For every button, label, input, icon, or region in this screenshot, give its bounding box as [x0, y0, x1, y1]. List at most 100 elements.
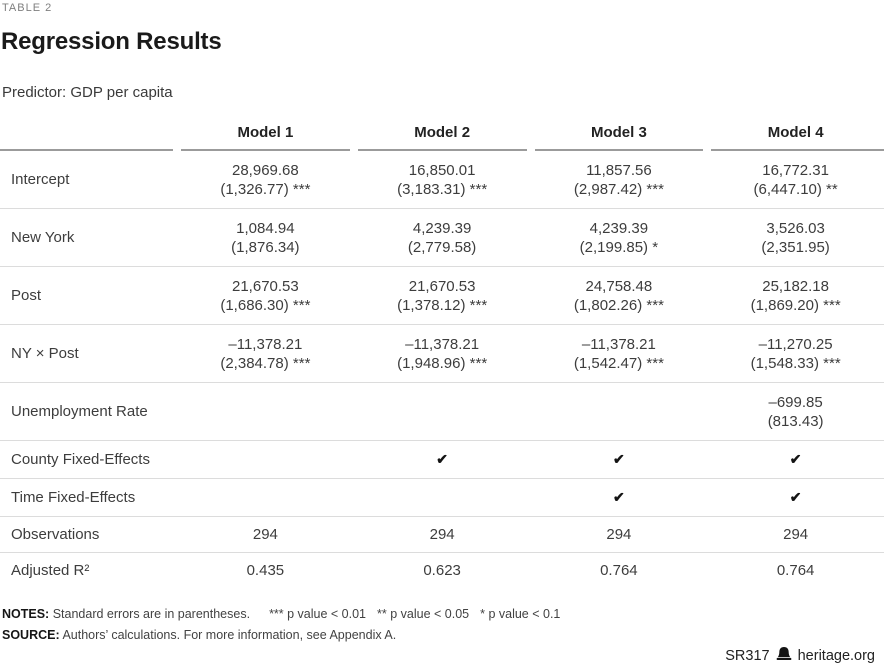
row-label: Adjusted R²: [11, 562, 90, 579]
estimate-value: 16,850.01: [408, 161, 476, 179]
row-label: New York: [0, 208, 177, 267]
table-cell-model-4: –699.85 (813.43): [707, 382, 884, 441]
estimate-value: –11,378.21: [581, 335, 656, 353]
table-cell-model-3: ✔: [530, 478, 708, 517]
row-label: County Fixed-Effects: [0, 440, 177, 479]
standard-error-value: (813.43): [767, 412, 824, 430]
table-cell-model-3: 0.764: [600, 562, 638, 579]
table-cell-model-3: 294: [530, 516, 708, 553]
table-cell-model-2: [353, 478, 531, 517]
liberty-bell-icon: [776, 646, 792, 665]
standard-error-value: (1,548.33) ***: [750, 354, 841, 372]
column-header-model-3: Model 3: [531, 113, 708, 151]
table-cell-model-4: ✔: [707, 440, 884, 479]
report-id: SR317: [725, 647, 770, 664]
table-row: Intercept 28,969.68 (1,326.77) *** 16,850.0…: [0, 151, 884, 209]
estimate-value: –11,270.25: [758, 335, 833, 353]
table-row: Unemployment Rate –699.85 (813.43): [0, 382, 884, 441]
table-cell-model-1: 1,084.94 (1,876.34): [177, 208, 354, 267]
table-cell-model-1: [177, 382, 354, 441]
estimate-value: 3,526.03: [766, 219, 825, 237]
table-row: Post 21,670.53 (1,686.30) *** 21,670.53 (1,3…: [0, 266, 884, 325]
estimate-value: –11,378.21: [405, 335, 480, 353]
table-cell-model-2: 0.623: [423, 562, 461, 579]
table-cell-model-2: 294: [353, 516, 531, 553]
table-cell-model-1: 0.435: [246, 562, 285, 579]
table-cell-model-3: –11,378.21 (1,542.47) ***: [530, 324, 708, 383]
table-cell-model-2: 16,850.01 (3,183.31) ***: [353, 151, 531, 209]
table-cell-model-2: [353, 382, 531, 441]
column-header-model-4: Model 4: [707, 113, 884, 151]
notes-label: NOTES:: [2, 607, 50, 621]
standard-error-value: (3,183.31) ***: [397, 180, 488, 198]
notes-segments: Standard errors are in parentheses. *** p…: [53, 607, 572, 621]
regression-results-table: Model 1 Model 2 Model 3 Model 4 Intercep…: [0, 113, 884, 588]
notes-block: NOTES: Standard errors are in parenthese…: [2, 604, 884, 646]
row-label: Time Fixed-Effects: [0, 478, 177, 517]
table-cell-model-1: [177, 478, 354, 517]
table-cell-model-1: 21,670.53 (1,686.30) ***: [177, 266, 354, 325]
estimate-value: 21,670.53: [408, 277, 476, 295]
standard-error-value: (6,447.10) **: [753, 180, 838, 198]
table-cell-model-4: –11,270.25 (1,548.33) ***: [707, 324, 884, 383]
estimate-value: 21,670.53: [232, 277, 299, 295]
notes-line: NOTES: Standard errors are in parenthese…: [2, 604, 884, 625]
table-header-row: Model 1 Model 2 Model 3 Model 4: [0, 113, 884, 151]
checkmark-icon: ✔: [789, 451, 802, 467]
estimate-value: 16,772.31: [762, 161, 829, 179]
table-cell-model-3: 4,239.39 (2,199.85) *: [530, 208, 708, 267]
table-row: Observations 294 294 294 294: [0, 516, 884, 553]
notes-segment: ** p value < 0.05: [377, 607, 470, 621]
table-cell-model-1: 294: [177, 516, 354, 553]
row-label: Post: [0, 266, 177, 325]
page-title: Regression Results: [1, 28, 222, 55]
checkmark-icon: ✔: [613, 451, 625, 467]
estimate-value: 24,758.48: [585, 277, 653, 295]
standard-error-value: (2,987.42) ***: [573, 180, 664, 198]
notes-segment: *** p value < 0.01: [269, 607, 367, 621]
table-cell-model-2: ✔: [353, 440, 531, 479]
row-label: Unemployment Rate: [0, 382, 177, 441]
estimate-value: 4,239.39: [589, 219, 649, 237]
table-cell-model-4: 0.764: [776, 562, 815, 579]
estimate-value: 11,857.56: [586, 161, 652, 179]
standard-error-value: (2,384.78) ***: [220, 354, 311, 372]
standard-error-value: (1,326.77) ***: [220, 180, 311, 198]
source-label: SOURCE:: [2, 628, 60, 642]
estimate-value: 28,969.68: [232, 161, 299, 179]
checkmark-icon: ✔: [613, 489, 625, 505]
source-text: Authors’ calculations. For more informat…: [62, 628, 397, 642]
source-line: SOURCE: Authors’ calculations. For more …: [2, 625, 884, 646]
table-body: Intercept 28,969.68 (1,326.77) *** 16,850.0…: [0, 151, 884, 588]
table-cell-model-4: 16,772.31 (6,447.10) **: [707, 151, 884, 209]
estimate-value: 1,084.94: [236, 219, 295, 237]
standard-error-value: (2,351.95): [761, 238, 830, 256]
table-cell-model-3: [530, 382, 708, 441]
report-footer: SR317 heritage.org: [725, 646, 875, 665]
table-cell-model-2: 21,670.53 (1,378.12) ***: [353, 266, 531, 325]
standard-error-value: (1,686.30) ***: [220, 296, 311, 314]
table-cell-model-3: 11,857.56 (2,987.42) ***: [530, 151, 708, 209]
table-cell-model-4: 294: [707, 516, 884, 553]
column-header-model-2: Model 2: [354, 113, 531, 151]
estimate-value: 4,239.39: [412, 219, 472, 237]
table-cell-model-1: [177, 440, 354, 479]
checkmark-icon: ✔: [436, 451, 448, 467]
table-cell-model-3: 24,758.48 (1,802.26) ***: [530, 266, 708, 325]
table-cell-model-3: ✔: [530, 440, 708, 479]
estimate-value: 25,182.18: [762, 277, 829, 295]
standard-error-value: (1,876.34): [231, 238, 300, 256]
estimate-value: –699.85: [768, 393, 823, 411]
table-cell-model-4: ✔: [707, 478, 884, 517]
table-row: NY × Post –11,378.21 (2,384.78) *** –11,378…: [0, 324, 884, 383]
notes-segment: Standard errors are in parentheses.: [52, 607, 251, 621]
standard-error-value: (1,542.47) ***: [573, 354, 664, 372]
standard-error-value: (1,378.12) ***: [397, 296, 488, 314]
standard-error-value: (1,948.96) ***: [397, 354, 488, 372]
table-cell-model-4: 25,182.18 (1,869.20) ***: [707, 266, 884, 325]
row-label: Intercept: [0, 151, 177, 209]
table-cell-model-4: 3,526.03 (2,351.95): [707, 208, 884, 267]
table-cell-model-2: 4,239.39 (2,779.58): [353, 208, 531, 267]
footer-site-link: heritage.org: [797, 647, 875, 664]
row-label: NY × Post: [0, 324, 177, 383]
